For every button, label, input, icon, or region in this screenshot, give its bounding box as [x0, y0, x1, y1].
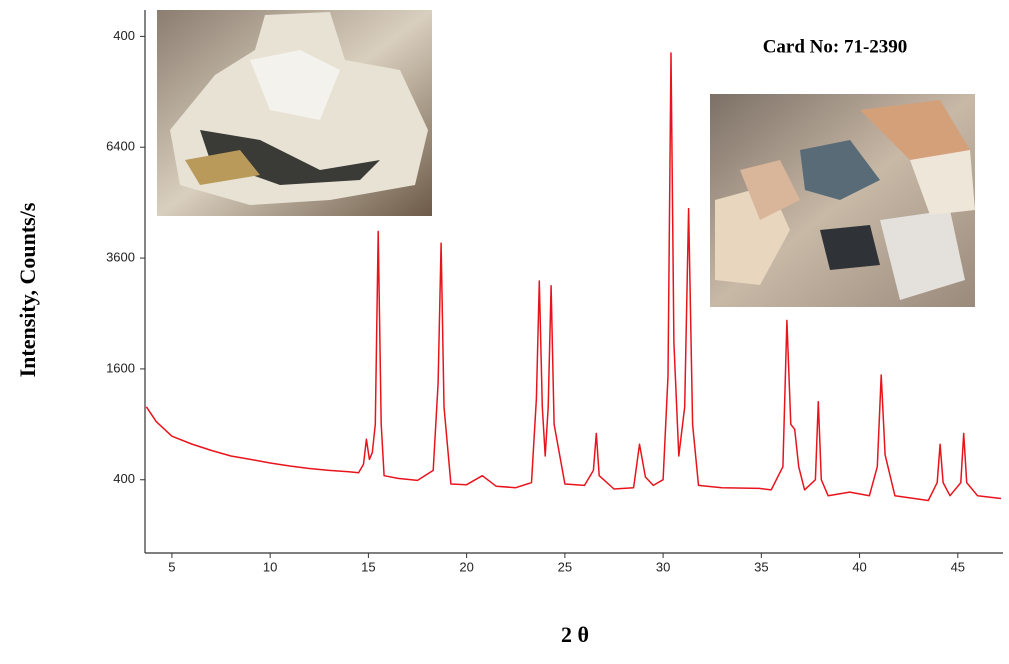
x-tick-label: 25	[558, 559, 572, 574]
x-tick-label: 45	[951, 559, 965, 574]
x-tick-label: 35	[754, 559, 768, 574]
y-tick-label: 6400	[106, 139, 135, 154]
x-tick-label: 10	[263, 559, 277, 574]
card-annotation: Card No: 71-2390	[763, 36, 908, 57]
x-tick-label: 40	[852, 559, 866, 574]
y-axis-label: Intensity, Counts/s	[15, 202, 40, 377]
y-tick-label: 400	[113, 28, 135, 43]
xrd-line	[145, 52, 1002, 502]
y-tick-label: 3600	[106, 250, 135, 265]
x-tick-label: 30	[656, 559, 670, 574]
y-tick-label: 400	[113, 471, 135, 486]
photo-right	[710, 94, 975, 307]
x-tick-label: 20	[459, 559, 473, 574]
x-axis-label: 2 θ	[561, 622, 589, 647]
x-tick-label: 5	[168, 559, 175, 574]
y-tick-label: 1600	[106, 360, 135, 375]
x-tick-label: 15	[361, 559, 375, 574]
photo-left	[157, 10, 432, 216]
